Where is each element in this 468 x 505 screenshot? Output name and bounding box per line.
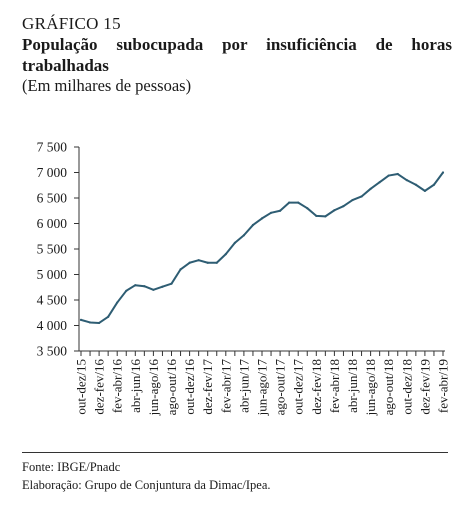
x-tick-label: ago-out/18: [381, 359, 396, 415]
data-point: [179, 268, 182, 271]
data-point: [360, 195, 363, 198]
data-point: [88, 321, 92, 324]
data-point: [324, 215, 327, 218]
figure-notes: Fonte: IBGE/Pnadc Elaboração: Grupo de C…: [22, 458, 271, 494]
x-tick-label: fev-abr/18: [327, 359, 342, 413]
data-point: [233, 241, 236, 244]
y-tick-label: 6 000: [37, 216, 68, 231]
data-point: [378, 181, 381, 184]
y-tick-label: 5 000: [37, 267, 68, 282]
x-tick-label: out-dez/17: [291, 359, 306, 415]
x-tick-label: fev-abr/16: [110, 359, 125, 414]
x-tick-label: fev-abr/17: [218, 359, 233, 414]
elaboration-note: Elaboração: Grupo de Conjuntura da Dimac…: [22, 478, 271, 492]
data-point: [396, 172, 399, 176]
data-point: [188, 261, 191, 264]
y-tick-label: 7 500: [37, 140, 68, 155]
x-tick-label: out-dez/16: [182, 359, 197, 415]
data-point: [297, 201, 300, 204]
x-tick-label: out-dez/15: [74, 359, 89, 415]
x-tick-label: dez-fev/16: [92, 359, 107, 415]
source-note: Fonte: IBGE/Pnadc: [22, 460, 121, 474]
chart-title: População subocupada por insuficiência d…: [22, 35, 452, 75]
data-point: [116, 301, 119, 304]
data-point: [315, 214, 318, 217]
data-point: [260, 217, 264, 220]
figure-header: GRÁFICO 15 População subocupada por insu…: [22, 14, 452, 96]
data-point: [351, 198, 354, 202]
x-tick-label: jun-ago/18: [363, 359, 378, 416]
series-layer: [79, 171, 445, 325]
data-point: [206, 261, 209, 264]
x-tick-label: abr-jun/16: [128, 359, 143, 413]
data-point: [369, 187, 372, 190]
y-tick-label: 3 500: [37, 344, 68, 359]
data-point: [251, 223, 255, 227]
x-tick-label: dez-fev/17: [200, 359, 215, 415]
x-tick-label: abr-jun/17: [236, 359, 251, 413]
data-point: [269, 211, 273, 214]
y-tick-label: 4 500: [37, 293, 68, 308]
y-tick-label: 6 500: [37, 191, 68, 206]
data-point: [414, 183, 417, 186]
data-point: [288, 201, 291, 204]
x-tick-label: jun-ago/16: [146, 359, 161, 417]
x-tick-label: out-dez/18: [399, 359, 414, 415]
data-point: [143, 285, 146, 288]
x-tick-label: ago-out/16: [164, 359, 179, 416]
data-point: [306, 207, 309, 210]
data-point: [125, 289, 128, 292]
data-point: [152, 288, 155, 291]
x-tick-label: jun-ago/17: [255, 359, 270, 417]
x-tick-label: dez-fev/18: [309, 359, 324, 415]
y-tick-label: 5 500: [37, 242, 68, 257]
data-point: [432, 183, 436, 186]
line-chart: 3 500 4 000 4 500 5 000 5 500 6 000 6 500 7 000…: [37, 140, 451, 417]
data-point: [441, 171, 445, 174]
y-axis: 3 500 4 000 4 500 5 000 5 500 6 000 6 500 7 000…: [37, 140, 80, 359]
data-point: [242, 234, 245, 237]
chart-area: 3 500 4 000 4 500 5 000 5 500 6 000 6 500 7 000…: [0, 130, 468, 450]
x-tick-label: abr-jun/18: [345, 359, 360, 413]
data-point: [134, 284, 137, 287]
data-point: [161, 285, 164, 288]
series-line: [80, 171, 444, 324]
x-tick-label: ago-out/17: [273, 359, 288, 416]
data-point: [279, 209, 282, 212]
data-point: [215, 261, 218, 264]
data-point: [224, 253, 227, 256]
figure-label: GRÁFICO 15: [22, 14, 121, 33]
footer-divider: [22, 452, 448, 453]
x-axis: out-dez/15 dez-fev/16 fev-abr/16 abr-jun/16…: [74, 350, 451, 417]
data-point: [342, 205, 345, 208]
data-point: [170, 282, 173, 285]
data-point: [387, 174, 390, 177]
chart-subtitle: (Em milhares de pessoas): [22, 76, 192, 95]
x-tick-label: fev-abr/19: [436, 359, 451, 413]
data-point: [423, 189, 426, 192]
data-point: [98, 321, 101, 325]
data-point: [107, 315, 110, 318]
data-point: [197, 259, 200, 262]
y-tick-label: 7 000: [37, 165, 68, 180]
x-tick-label: dez-fev/19: [417, 359, 432, 415]
data-point: [405, 179, 408, 182]
y-tick-label: 4 000: [37, 318, 68, 333]
data-point: [79, 318, 83, 321]
data-point: [333, 209, 336, 212]
